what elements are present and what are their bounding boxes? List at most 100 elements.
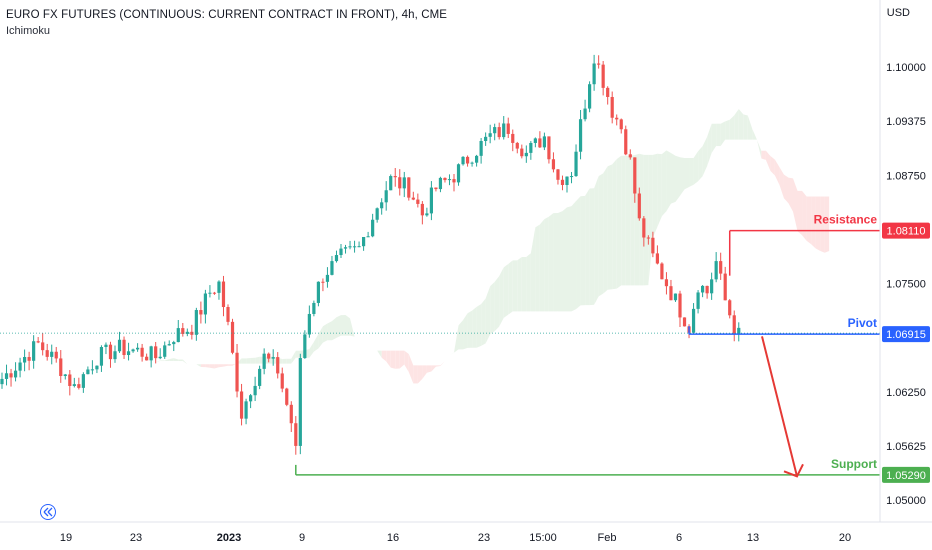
candle bbox=[176, 319, 180, 343]
candle-body bbox=[710, 279, 714, 294]
candle-body bbox=[45, 350, 49, 357]
candle-body bbox=[122, 339, 126, 356]
candle bbox=[719, 252, 723, 280]
candle bbox=[181, 322, 185, 337]
candle bbox=[68, 370, 72, 396]
candle-body bbox=[434, 187, 438, 190]
cloud-segment bbox=[512, 260, 518, 312]
cloud-segment bbox=[218, 364, 224, 368]
candle-body bbox=[389, 176, 393, 191]
candle-body bbox=[588, 84, 592, 109]
candle-body bbox=[271, 357, 275, 359]
candle-body bbox=[158, 356, 162, 359]
candle-body bbox=[646, 237, 650, 239]
candle bbox=[389, 174, 393, 191]
candle-body bbox=[732, 315, 736, 335]
level-labels: Resistance Pivot Support bbox=[814, 213, 878, 471]
candle bbox=[393, 168, 397, 187]
candle bbox=[167, 340, 171, 346]
candle bbox=[122, 336, 126, 359]
time-axis[interactable]: 19 23 2023 9 16 23 15:00 Feb 6 13 20 bbox=[0, 521, 932, 544]
cloud-segment bbox=[214, 364, 219, 369]
cloud-segment bbox=[318, 326, 323, 349]
candle-body bbox=[456, 164, 461, 183]
candle-body bbox=[560, 179, 565, 185]
candle-body bbox=[651, 237, 655, 254]
cloud-segment bbox=[598, 173, 604, 297]
time-tick-label: 13 bbox=[747, 532, 759, 544]
goto-realtime-icon[interactable] bbox=[40, 504, 56, 520]
candle bbox=[45, 343, 49, 361]
candle bbox=[407, 177, 411, 201]
candle-body bbox=[303, 334, 307, 359]
candle-body bbox=[701, 285, 705, 293]
candle-body bbox=[50, 351, 54, 357]
cloud-segment bbox=[182, 359, 188, 365]
indicator-label[interactable]: Ichimoku bbox=[6, 25, 51, 37]
candle-body bbox=[565, 176, 569, 185]
candle-body bbox=[574, 151, 578, 177]
candlesticks bbox=[0, 54, 741, 455]
candle-body bbox=[511, 133, 515, 143]
candle bbox=[506, 117, 510, 139]
cloud-segment bbox=[286, 358, 292, 364]
candle-body bbox=[547, 136, 551, 160]
candle bbox=[217, 280, 221, 300]
cloud-segment bbox=[603, 166, 608, 294]
cloud-segment bbox=[594, 176, 599, 305]
cloud-segment bbox=[440, 360, 445, 366]
price-tag-bg bbox=[882, 222, 930, 239]
cloud-segment bbox=[246, 358, 251, 364]
cloud-segment bbox=[444, 355, 450, 361]
candle bbox=[312, 300, 316, 317]
candle bbox=[606, 86, 610, 105]
candle-body bbox=[181, 328, 185, 334]
candle bbox=[416, 193, 420, 208]
candle bbox=[578, 109, 583, 160]
arrow-shaft bbox=[761, 336, 798, 477]
candle-body bbox=[149, 346, 153, 361]
cloud-segment bbox=[390, 350, 396, 369]
candle-body bbox=[108, 344, 113, 360]
cloud-segment bbox=[205, 364, 210, 368]
cloud-segment bbox=[756, 139, 762, 159]
chart-title: EURO FX FUTURES (CONTINUOUS: CURRENT CON… bbox=[6, 9, 448, 21]
candle-body bbox=[194, 310, 198, 335]
candle-body bbox=[429, 187, 433, 214]
level-label-pivot: Pivot bbox=[848, 316, 877, 330]
candle bbox=[664, 272, 669, 295]
candle-body bbox=[63, 374, 67, 377]
candle-body bbox=[411, 197, 415, 200]
candle bbox=[154, 341, 158, 364]
arrow-head bbox=[783, 463, 804, 478]
cloud-segment bbox=[539, 219, 545, 312]
candle bbox=[610, 91, 614, 124]
candle-body bbox=[316, 281, 320, 303]
candle bbox=[529, 141, 533, 160]
candle bbox=[470, 161, 474, 167]
cloud-segment bbox=[544, 216, 549, 312]
candle-body bbox=[578, 119, 583, 152]
cloud-segment bbox=[178, 359, 183, 362]
candle bbox=[108, 341, 113, 368]
candle-body bbox=[488, 133, 492, 137]
candle-body bbox=[86, 369, 90, 375]
candle-body bbox=[398, 177, 402, 189]
candle-body bbox=[185, 331, 189, 334]
candle bbox=[691, 303, 696, 334]
price-axis[interactable]: 1.10000 1.09375 1.08750 1.07500 1.06250 1.056… bbox=[879, 0, 930, 522]
cloud-segment bbox=[689, 158, 694, 188]
candle bbox=[4, 364, 9, 386]
candle bbox=[479, 138, 483, 164]
cloud-segment bbox=[422, 365, 427, 379]
price-tick-label: 1.06250 bbox=[886, 387, 926, 399]
candle bbox=[732, 310, 736, 342]
candle bbox=[334, 250, 339, 263]
cloud-segment bbox=[793, 178, 798, 232]
price-tag-support: 1.05290 bbox=[882, 466, 930, 483]
candle-body bbox=[375, 208, 379, 220]
candle bbox=[524, 145, 528, 163]
currency-label[interactable]: USD bbox=[886, 7, 910, 19]
cloud-segment bbox=[711, 123, 717, 153]
